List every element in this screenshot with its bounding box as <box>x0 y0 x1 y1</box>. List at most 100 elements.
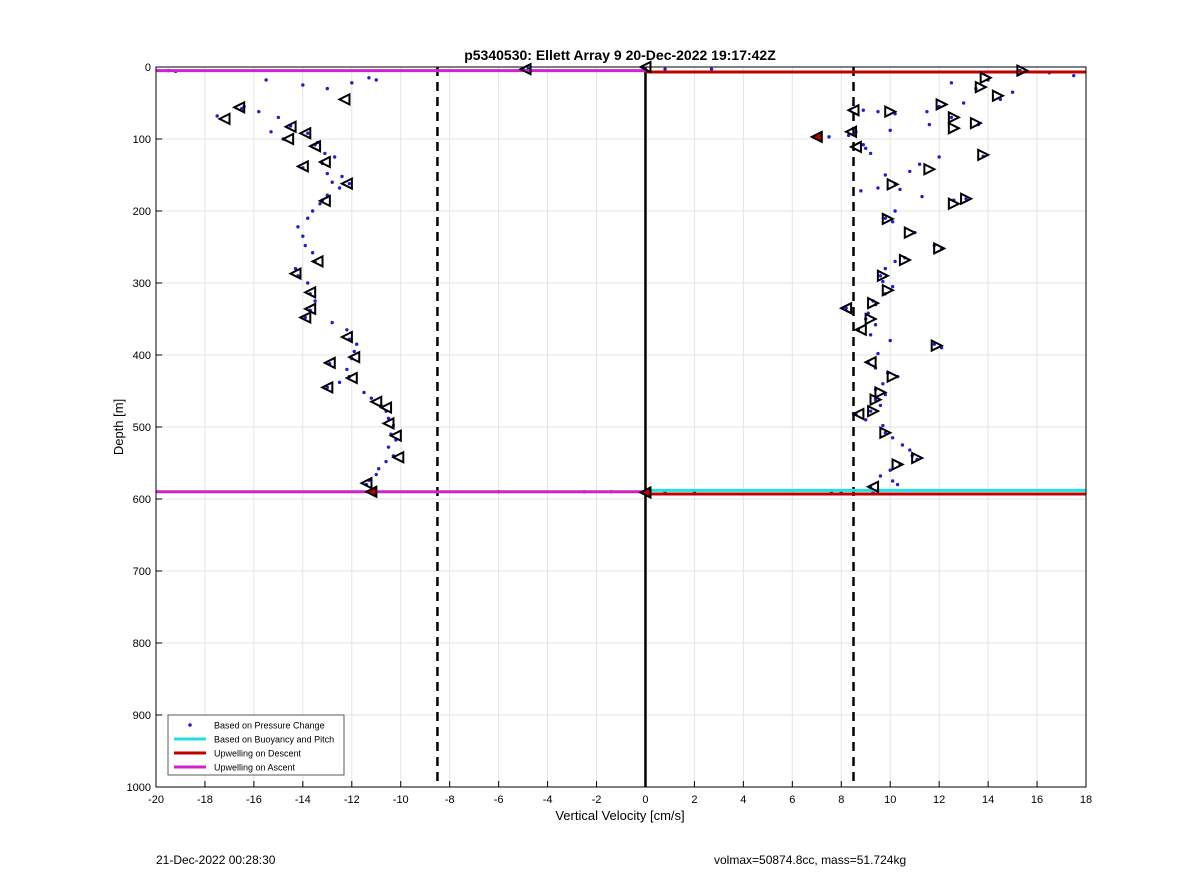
y-ticks: 0 100 200 300 400 500 600 700 800 900 1000 <box>127 62 162 794</box>
triangle-marker <box>947 197 962 211</box>
pressure-change-point <box>332 155 337 159</box>
footer-timestamp: 21-Dec-2022 00:28:30 <box>156 853 276 867</box>
legend-label: Upwelling on Descent <box>214 749 302 759</box>
triangle-marker <box>280 132 295 146</box>
triangle-marker <box>933 241 947 256</box>
triangle-marker <box>874 385 888 400</box>
pressure-change-point <box>303 315 307 320</box>
pressure-change-point <box>917 162 922 166</box>
y-tick-label: 800 <box>133 638 151 650</box>
x-tick-label: -18 <box>197 794 213 806</box>
x-tick-label: -6 <box>494 794 504 806</box>
pressure-change-point <box>949 115 954 120</box>
triangle-marker <box>339 330 353 344</box>
triangle-marker <box>979 71 993 85</box>
triangle-marker <box>886 369 900 384</box>
y-tick-label: 1000 <box>127 782 151 794</box>
pressure-change-point <box>859 189 863 193</box>
pressure-change-point <box>374 472 378 477</box>
y-tick-label: 100 <box>133 134 151 146</box>
legend-label: Upwelling on Ascent <box>214 763 296 773</box>
pressure-change-point <box>325 385 330 390</box>
pressure-change-point <box>827 135 831 139</box>
x-ticks: -20 -18 -16 -14 -12 -10 -8 -6 -4 -2 0 2 4 6 8 10 12 14 16 1… <box>148 781 1092 806</box>
triangle-marker <box>879 426 893 440</box>
x-tick-label: -12 <box>344 794 360 806</box>
y-tick-label: 400 <box>133 350 151 362</box>
pressure-change-point <box>878 403 883 408</box>
triangle-marker <box>347 350 361 364</box>
pressure-change-point <box>367 76 371 80</box>
x-tick-label: 2 <box>691 794 697 806</box>
pressure-change-point <box>369 396 374 400</box>
legend-label: Based on Pressure Change <box>214 721 325 731</box>
triangle-marker <box>388 429 402 443</box>
triangle-marker <box>923 162 937 176</box>
y-tick-label: 200 <box>133 206 151 218</box>
triangle-marker <box>295 159 309 173</box>
pressure-change-point <box>264 78 268 82</box>
triangle-marker <box>339 177 353 191</box>
pressure-change-point <box>325 86 330 91</box>
pressure-change-point <box>908 169 912 174</box>
pressure-change-point <box>876 186 880 190</box>
pressure-change-point <box>313 299 317 303</box>
pressure-change-point <box>325 171 330 176</box>
triangle-marker <box>898 253 913 267</box>
triangle-marker <box>391 450 405 464</box>
triangle-marker <box>344 371 358 385</box>
triangle-marker <box>886 177 900 191</box>
pressure-change-point <box>864 146 868 151</box>
triangle-marker <box>288 267 302 281</box>
horizontal-lines <box>156 69 1086 496</box>
x-tick-label: 16 <box>1031 794 1043 806</box>
pressure-change-point <box>306 216 310 220</box>
triangle-marker <box>322 356 336 370</box>
pressure-change-point <box>876 109 880 114</box>
x-tick-label: 4 <box>740 794 746 806</box>
triangle-marker <box>867 404 881 418</box>
pressure-change-point <box>888 468 892 472</box>
pressure-change-point <box>920 194 924 199</box>
y-tick-label: 0 <box>145 62 151 74</box>
pressure-change-point <box>908 448 912 452</box>
pressure-change-point <box>890 479 895 483</box>
triangle-marker <box>310 254 324 269</box>
legend-symbol <box>188 723 192 727</box>
y-tick-label: 300 <box>133 278 151 290</box>
pressure-change-point <box>374 78 378 82</box>
pressure-change-point <box>318 202 322 206</box>
pressure-change-point <box>296 225 300 229</box>
pressure-change-point <box>898 187 902 192</box>
pressure-change-point <box>868 409 873 413</box>
triangle-marker <box>317 194 331 208</box>
legend-label: Based on Buoyancy and Pitch <box>214 735 334 745</box>
x-tick-label: 10 <box>884 794 896 806</box>
triangle-marker <box>865 480 880 494</box>
pressure-change-point <box>215 114 219 118</box>
pressure-change-point <box>895 482 900 487</box>
pressure-change-point <box>310 251 315 255</box>
reference-lines <box>436 67 855 787</box>
x-tick-label: -10 <box>393 794 409 806</box>
triangle-marker <box>935 97 949 112</box>
pressure-change-point <box>293 266 298 271</box>
pressure-change-point <box>323 151 327 156</box>
pressure-change-point <box>337 380 342 385</box>
x-tick-label: -4 <box>543 794 553 806</box>
triangle-marker <box>869 393 883 407</box>
pressure-change-point <box>347 181 352 186</box>
pressure-change-point <box>330 180 334 184</box>
pressure-change-point <box>949 81 954 85</box>
triangle-markers <box>217 60 1030 500</box>
pressure-change-point <box>844 306 848 310</box>
triangle-marker <box>337 92 351 107</box>
pressure-change-point <box>384 459 388 464</box>
triangle-marker <box>364 485 378 499</box>
x-tick-label: 14 <box>982 794 994 806</box>
legend: Based on Pressure Change Based on Buoyanc… <box>167 714 345 776</box>
pressure-change-point <box>964 197 968 201</box>
x-tick-label: 6 <box>789 794 795 806</box>
pressure-change-point <box>883 173 888 177</box>
pressure-change-point <box>362 390 366 395</box>
